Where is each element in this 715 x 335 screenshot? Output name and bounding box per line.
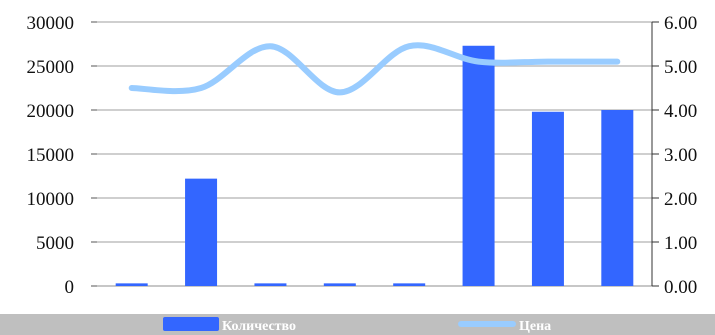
right-tick-label: 6.00 [664, 13, 697, 34]
quantity-bar [462, 45, 495, 287]
quantity-bars [115, 45, 634, 287]
right-y-axis: 0.00 1.00 2.00 3.00 4.00 5.00 6.00 [652, 13, 697, 298]
quantity-bar [254, 283, 287, 286]
quantity-bar [115, 283, 148, 286]
left-tick-label: 25000 [27, 57, 75, 78]
left-tick-label: 0 [65, 277, 75, 298]
left-tick-label: 15000 [27, 145, 75, 166]
left-tick-label: 5000 [36, 233, 74, 254]
quantity-bar [185, 178, 218, 286]
right-tick-label: 4.00 [664, 101, 697, 122]
right-tick-label: 2.00 [664, 189, 697, 210]
right-tick-label: 5.00 [664, 57, 697, 78]
legend-background [0, 314, 715, 335]
legend-quantity-label: Количество [222, 319, 296, 334]
right-tick-label: 3.00 [664, 145, 697, 166]
quantity-bar [601, 110, 634, 286]
legend: Количество Цена [0, 314, 715, 335]
legend-price-label: Цена [519, 319, 551, 334]
left-tick-label: 20000 [27, 101, 75, 122]
right-tick-label: 0.00 [664, 277, 697, 298]
legend-price-swatch [458, 321, 516, 327]
quantity-bar [323, 283, 356, 286]
left-tick-label: 10000 [27, 189, 75, 210]
quantity-bar [393, 283, 426, 286]
legend-quantity-swatch [163, 317, 219, 331]
right-tick-label: 1.00 [664, 233, 697, 254]
price-line-layer [128, 42, 621, 96]
left-tick-label: 30000 [27, 13, 75, 34]
price-line [128, 42, 621, 96]
quantity-bar [531, 111, 564, 286]
left-y-axis: 0 5000 10000 15000 20000 25000 30000 [27, 13, 97, 298]
